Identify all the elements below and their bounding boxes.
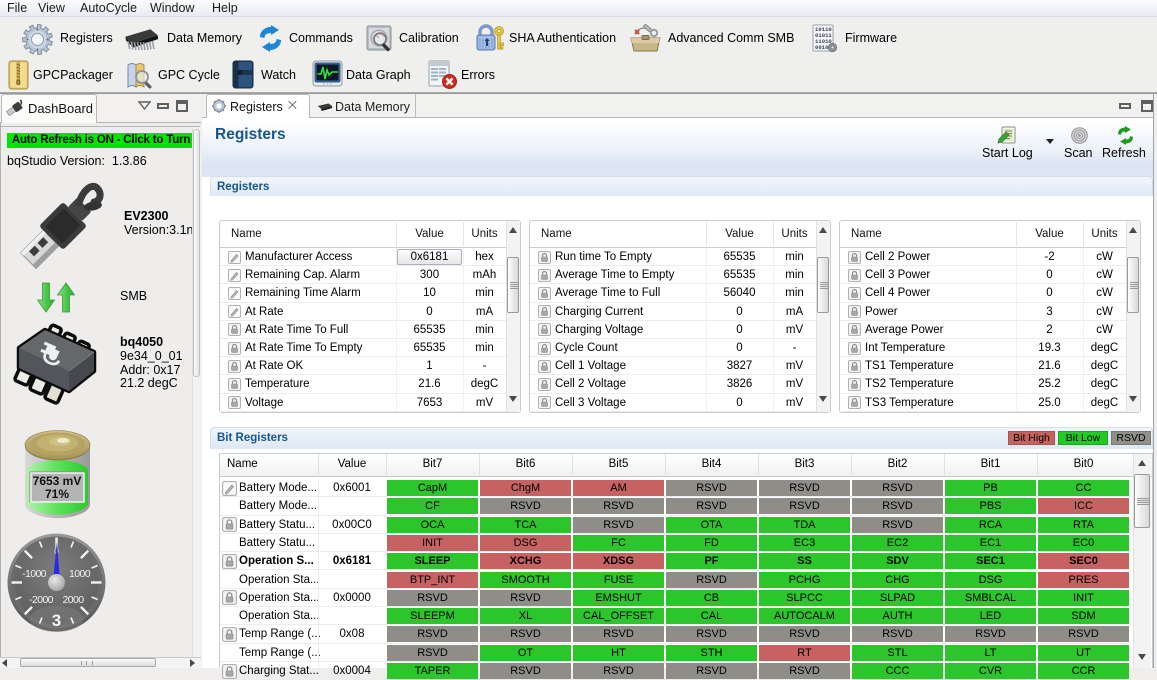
svg-text:3: 3 — [52, 611, 61, 630]
svg-text:2000: 2000 — [63, 594, 85, 606]
svg-text:-2000: -2000 — [29, 594, 54, 606]
svg-text:71%: 71% — [45, 487, 69, 501]
svg-text:01011: 01011 — [815, 32, 832, 39]
svg-text:-1000: -1000 — [22, 568, 47, 580]
svg-text:00101: 00101 — [815, 44, 832, 51]
svg-text:7653 mV: 7653 mV — [33, 474, 82, 488]
svg-text:10110: 10110 — [815, 26, 832, 33]
svg-text:11010: 11010 — [815, 38, 832, 45]
svg-text:1000: 1000 — [69, 568, 91, 580]
